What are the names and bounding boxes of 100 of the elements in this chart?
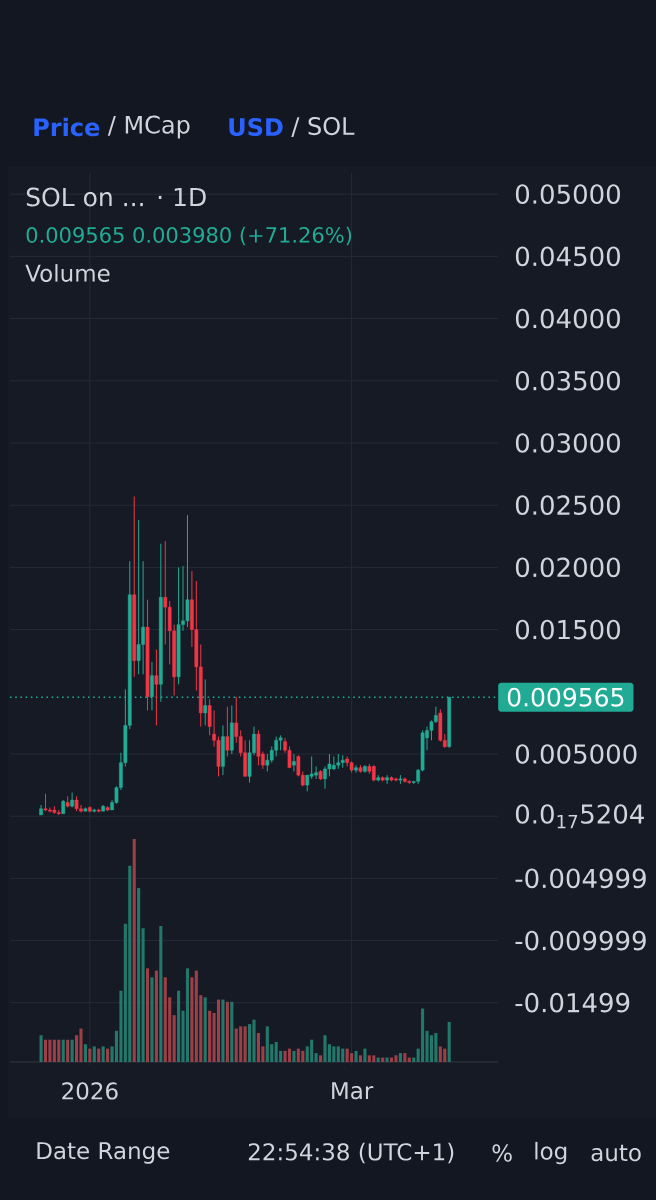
bar	[274, 1041, 278, 1063]
chart-title: SOL on ... · 1D	[26, 187, 206, 207]
bar	[234, 1028, 238, 1063]
bar	[323, 1035, 327, 1063]
y-tick-label: 0.02000	[515, 557, 620, 578]
bar	[137, 888, 141, 1063]
candlestick	[154, 648, 159, 726]
bar	[398, 1053, 402, 1063]
bar	[248, 1024, 252, 1063]
bar	[239, 1026, 243, 1063]
bar	[243, 1026, 247, 1063]
bar	[230, 1001, 234, 1063]
bar	[287, 1048, 292, 1063]
bar	[252, 1019, 256, 1063]
text: auto	[591, 1144, 641, 1162]
y-tick-label: 0.0$_{17}$5204	[515, 804, 644, 829]
y-tick-label: 0.04500	[515, 246, 620, 267]
text: log	[535, 1141, 567, 1165]
bar	[292, 1050, 296, 1063]
bar	[177, 990, 181, 1063]
bar	[438, 1046, 442, 1063]
bar	[350, 1053, 354, 1063]
bar	[443, 1048, 447, 1063]
bar	[48, 1039, 52, 1063]
candlestick	[354, 764, 358, 774]
bar	[83, 1044, 87, 1063]
candlestick	[292, 753, 296, 772]
bar	[296, 1048, 300, 1063]
bar	[434, 1033, 438, 1063]
bar	[39, 1035, 43, 1063]
bar	[301, 1050, 305, 1063]
bar	[203, 997, 207, 1063]
bar	[101, 1046, 105, 1063]
bar	[61, 1039, 65, 1063]
text: %	[492, 1144, 512, 1162]
bar	[194, 970, 198, 1063]
bar	[172, 1015, 176, 1063]
y-tick-label: 0.04000	[515, 308, 620, 329]
y-tick-label: -0.004999	[515, 868, 646, 889]
bar	[310, 1039, 314, 1063]
bar	[221, 999, 225, 1063]
bar	[319, 1055, 323, 1063]
bar	[52, 1039, 56, 1063]
y-tick-label: 0.03500	[515, 370, 620, 391]
chart-title: Volume	[25, 264, 110, 282]
bar	[154, 970, 158, 1063]
bar	[163, 977, 167, 1063]
bar	[57, 1039, 61, 1063]
annotation: 0.009565 0.003980 (+71.26%)	[26, 226, 352, 246]
bar	[145, 968, 150, 1063]
text: / SOL	[291, 116, 355, 138]
candlestick	[385, 774, 389, 785]
bar	[256, 1033, 260, 1063]
bar	[363, 1048, 367, 1063]
x-tick-label: Mar	[332, 1082, 374, 1100]
bar	[88, 1048, 92, 1063]
y-tick-label: 0.02500	[515, 495, 620, 516]
bar	[132, 839, 136, 1063]
y-tick-label: 0.05000	[515, 184, 620, 204]
bar	[225, 1001, 229, 1063]
ref-line-label: 0.009565	[507, 687, 624, 707]
bar	[367, 1055, 371, 1063]
y-tick-label: -0.009999	[515, 930, 646, 951]
bar	[92, 1046, 96, 1063]
bar	[394, 1055, 398, 1063]
bar	[190, 977, 194, 1063]
bar	[314, 1053, 318, 1063]
bar	[97, 1048, 101, 1063]
candlestick	[256, 729, 261, 766]
bar	[216, 999, 221, 1063]
bar	[141, 928, 145, 1063]
text: Price	[34, 117, 100, 137]
y-tick-label: 0.005000	[515, 744, 637, 764]
bar	[265, 1026, 269, 1063]
bar	[336, 1046, 340, 1063]
bar	[403, 1053, 407, 1063]
bar	[208, 1010, 212, 1063]
bar	[429, 1035, 434, 1063]
bar	[421, 1008, 425, 1063]
y-tick-label: -0.01499	[515, 992, 630, 1013]
candlestick	[185, 514, 190, 628]
bar	[70, 1039, 74, 1063]
bar	[345, 1048, 349, 1063]
bar	[354, 1050, 358, 1063]
bar	[283, 1050, 287, 1063]
bar	[119, 990, 123, 1063]
y-tick-label: 0.01500	[515, 619, 620, 640]
text: Date Range	[37, 1142, 170, 1164]
bar	[185, 968, 190, 1063]
candlestick	[136, 519, 141, 675]
text: / MCap	[107, 115, 190, 139]
text: 22:54:38 (UTC+1)	[248, 1142, 454, 1164]
bar	[341, 1048, 345, 1063]
y-tick-label: 0.03000	[515, 433, 620, 453]
bar	[447, 1021, 451, 1063]
candlestick	[225, 706, 230, 757]
bar	[159, 925, 163, 1063]
bar	[332, 1046, 336, 1063]
bar	[372, 1055, 376, 1063]
bar	[106, 1048, 110, 1063]
